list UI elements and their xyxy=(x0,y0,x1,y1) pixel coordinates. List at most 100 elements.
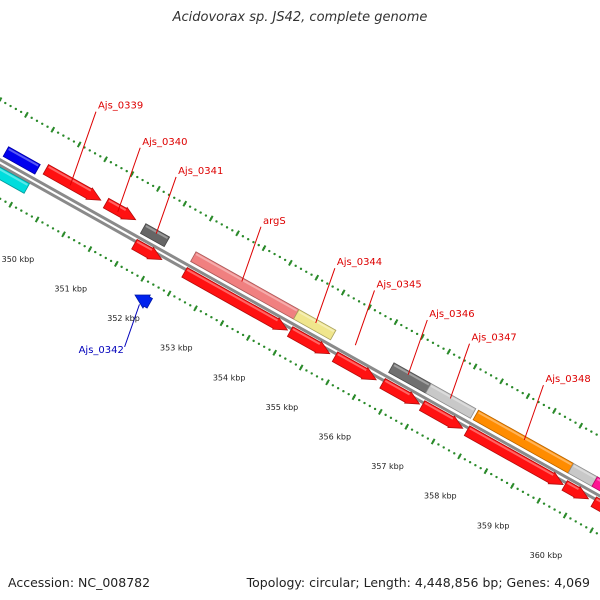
tick-dot xyxy=(141,178,144,182)
kbp-label: 353 kbp xyxy=(160,344,193,353)
gene-label: Ajs_0347 xyxy=(472,333,517,344)
tick-dot xyxy=(510,386,514,389)
tick-dot xyxy=(574,520,577,523)
tick-dot xyxy=(468,461,472,464)
tick-dot xyxy=(347,294,350,297)
tick-dot xyxy=(62,134,65,137)
tick-dot xyxy=(231,327,234,331)
gene-feature[interactable] xyxy=(463,425,564,485)
tick-dot xyxy=(151,184,155,188)
tick-mark xyxy=(261,244,267,252)
tick-mark xyxy=(182,200,188,207)
tick-dot xyxy=(585,526,588,529)
tick-dot xyxy=(484,371,487,374)
gene-feature[interactable] xyxy=(425,382,477,419)
tick-dot xyxy=(526,493,530,496)
gene-highlight xyxy=(595,498,600,503)
tick-dot xyxy=(521,490,525,494)
tick-mark xyxy=(129,170,135,178)
tick-mark xyxy=(393,318,399,326)
tick-dot xyxy=(252,240,255,244)
tick-dot xyxy=(173,295,176,298)
tick-dot xyxy=(326,282,329,285)
gene-feature[interactable] xyxy=(286,326,331,355)
tick-dot xyxy=(468,362,472,365)
tick-dot xyxy=(226,324,229,328)
gene-labels: Ajs_0339 Ajs_0340 Ajs_0341 argS Ajs_0344 Ajs_… xyxy=(69,101,591,441)
gene-highlight xyxy=(430,384,475,411)
tick-mark xyxy=(87,246,93,253)
tick-dot xyxy=(405,326,408,330)
tick-dot xyxy=(500,478,503,482)
tick-dot xyxy=(72,140,76,143)
label-leader xyxy=(124,304,140,348)
tick-dot xyxy=(189,304,192,307)
tick-dot xyxy=(489,374,493,377)
gene-feature[interactable] xyxy=(131,238,163,261)
tick-dot xyxy=(294,363,298,366)
tick-dot xyxy=(447,449,451,452)
tick-dot xyxy=(532,397,535,401)
gene-feature[interactable] xyxy=(418,400,464,429)
tick-dot xyxy=(584,427,588,430)
tick-dot xyxy=(88,149,91,152)
tick-dot xyxy=(542,502,546,505)
tick-mark xyxy=(298,364,304,371)
tick-dot xyxy=(78,241,81,245)
gene-highlight xyxy=(136,240,153,251)
tick-dot xyxy=(563,415,567,419)
gene-feature[interactable] xyxy=(139,223,171,248)
tick-dot xyxy=(347,392,350,396)
tick-rings xyxy=(0,96,599,535)
gene-feature[interactable] xyxy=(591,476,600,509)
label-leader xyxy=(241,226,262,282)
tick-dot xyxy=(452,353,456,356)
tick-dot xyxy=(46,125,49,128)
tick-dot xyxy=(505,383,509,386)
gene-feature[interactable] xyxy=(2,146,41,175)
tick-dot xyxy=(136,274,139,277)
tick-mark xyxy=(404,423,410,430)
tick-mark xyxy=(525,392,531,400)
tick-dot xyxy=(378,312,382,315)
kbp-label: 358 kbp xyxy=(424,492,457,501)
tick-dot xyxy=(384,314,387,318)
gene-feature[interactable] xyxy=(331,351,377,381)
gene-feature[interactable] xyxy=(42,164,102,201)
tick-dot xyxy=(442,446,445,449)
tick-dot xyxy=(558,511,562,514)
gene-feature[interactable] xyxy=(0,166,31,194)
gene-highlight xyxy=(596,478,600,482)
gene-feature[interactable] xyxy=(379,377,421,405)
tick-mark xyxy=(457,453,462,460)
tick-dot xyxy=(57,230,60,233)
tick-mark xyxy=(50,126,56,133)
tick-dot xyxy=(241,235,245,238)
gene-feature[interactable] xyxy=(134,294,154,309)
tick-dot xyxy=(516,388,519,392)
gene-feature[interactable] xyxy=(567,462,598,487)
tick-mark xyxy=(219,320,225,327)
feature-tracks[interactable] xyxy=(0,146,600,520)
tick-mark xyxy=(420,333,425,341)
tick-dot xyxy=(574,421,577,424)
tick-mark xyxy=(61,231,66,238)
kbp-label: 359 kbp xyxy=(477,521,510,530)
tick-mark xyxy=(340,289,346,296)
tick-dot xyxy=(474,463,477,467)
tick-dot xyxy=(363,401,366,405)
gene-feature[interactable] xyxy=(293,308,337,341)
tick-dot xyxy=(352,297,355,300)
gene-feature[interactable] xyxy=(181,266,289,331)
gene-feature[interactable] xyxy=(561,480,590,500)
tick-dot xyxy=(20,209,23,212)
tick-dot xyxy=(305,369,308,372)
tick-mark xyxy=(510,482,515,490)
gene-feature[interactable] xyxy=(590,496,600,520)
tick-dot xyxy=(595,532,599,535)
tick-dot xyxy=(310,273,313,276)
tick-dot xyxy=(30,116,33,120)
gene-feature[interactable] xyxy=(102,197,137,221)
tick-dot xyxy=(204,313,208,316)
